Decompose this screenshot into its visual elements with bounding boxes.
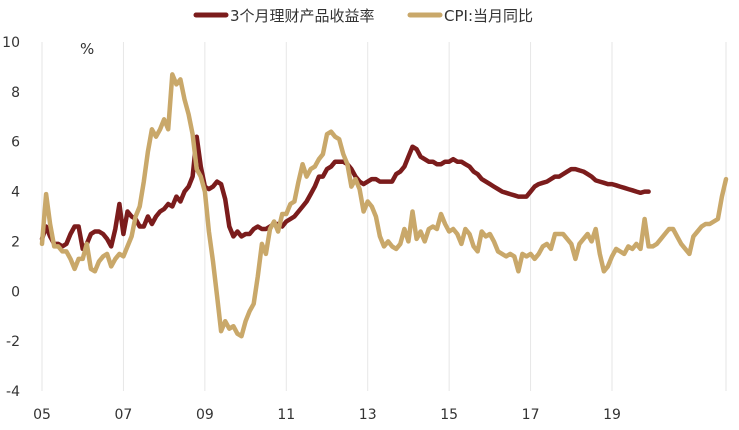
y-tick-label: 2 [11, 234, 20, 250]
y-tick-label: 4 [11, 185, 20, 201]
x-tick-label: 05 [33, 407, 51, 423]
series-line [39, 72, 729, 339]
y-tick-label: -4 [6, 384, 20, 400]
y-tick-label: 10 [2, 35, 20, 51]
legend-label: CPI:当月同比 [444, 7, 533, 25]
x-axis-tick-labels: 05 07 09 11 13 15 17 19 [33, 407, 621, 423]
series-lines [39, 72, 729, 339]
x-tick-label: 13 [359, 407, 377, 423]
x-tick-label: 19 [603, 407, 621, 423]
x-tick-label: 09 [196, 407, 214, 423]
legend-label: 3个月理财产品收益率 [230, 7, 375, 25]
y-tick-label: 8 [11, 85, 20, 101]
x-tick-label: 17 [522, 407, 540, 423]
y-tick-label: -2 [6, 334, 20, 350]
y-tick-label: 6 [11, 135, 20, 151]
x-tick-label: 07 [115, 407, 133, 423]
y-tick-label: 0 [11, 284, 20, 300]
x-tick-label: 11 [277, 407, 295, 423]
unit-label: % [80, 40, 94, 58]
grid-lines [41, 42, 727, 391]
legend: 3个月理财产品收益率 CPI:当月同比 [193, 7, 533, 25]
x-tick-label: 15 [440, 407, 458, 423]
y-axis-tick-labels: -4 -2 0 2 4 6 8 10 [2, 35, 20, 400]
